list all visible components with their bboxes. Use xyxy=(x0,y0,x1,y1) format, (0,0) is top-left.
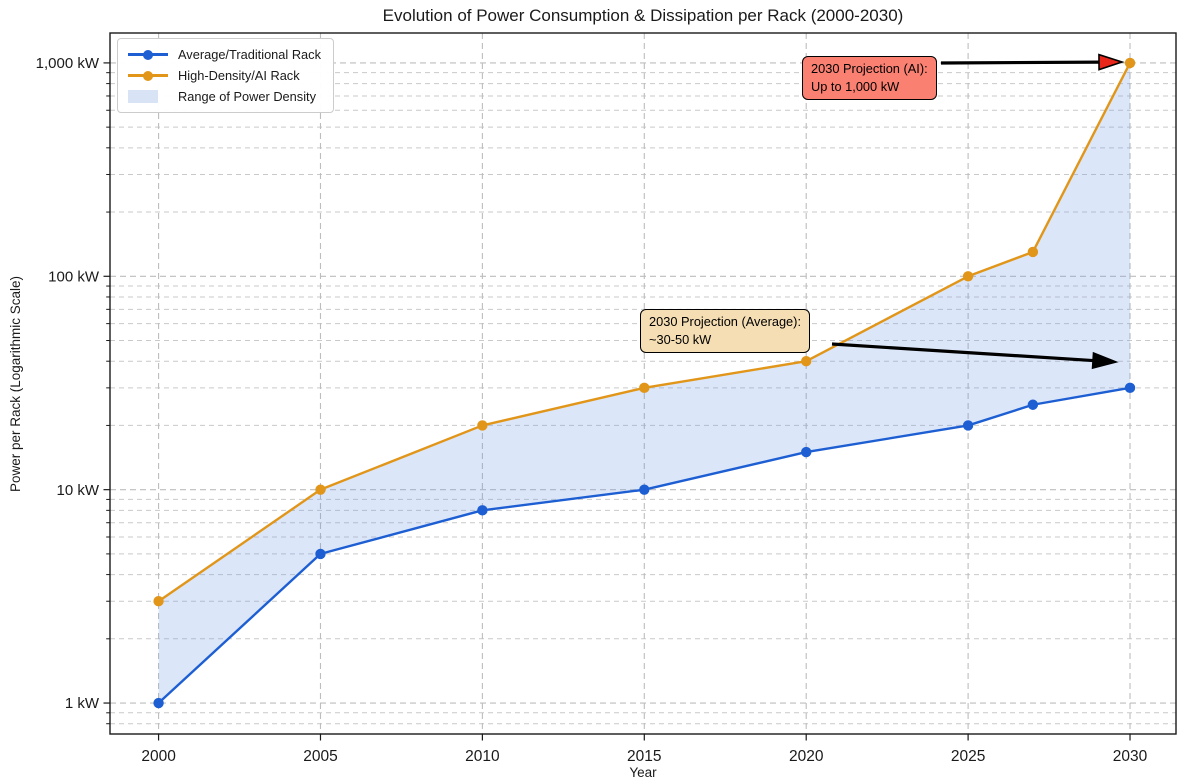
power-density-range-fill xyxy=(158,62,1131,704)
data-point-0 xyxy=(477,505,488,516)
annotation-2030-average-projection: 2030 Projection (Average): ~30-50 kW xyxy=(640,309,810,354)
data-point-1 xyxy=(315,484,326,495)
y-tick-label: 10 kW xyxy=(56,482,99,499)
legend: Average/Traditional Rack High-Density/AI… xyxy=(117,38,334,113)
x-tick-label: 2020 xyxy=(789,748,824,765)
data-point-0 xyxy=(153,697,164,709)
x-axis-label: Year xyxy=(629,765,657,780)
legend-item-average-rack: Average/Traditional Rack xyxy=(128,46,321,63)
data-point-0 xyxy=(1124,382,1136,394)
annotation-arrow-line xyxy=(940,60,1102,65)
data-point-1 xyxy=(1027,246,1039,258)
data-point-0 xyxy=(315,548,326,560)
y-tick-label: 100 kW xyxy=(48,268,100,285)
y-tick-label: 1,000 kW xyxy=(36,55,100,72)
y-tick-label: 1 kW xyxy=(65,695,100,712)
legend-line-marker-blue xyxy=(128,49,168,60)
data-point-0 xyxy=(962,420,974,431)
data-point-0 xyxy=(639,484,650,495)
range-fill-area xyxy=(158,62,1131,704)
data-point-1 xyxy=(477,420,488,431)
x-tick-label: 2030 xyxy=(1113,748,1148,765)
legend-label-average-rack: Average/Traditional Rack xyxy=(178,47,321,62)
data-point-1 xyxy=(639,382,650,394)
legend-label-power-range: Range of Power Density xyxy=(178,89,316,104)
legend-label-high-density-rack: High-Density/AI Rack xyxy=(178,68,300,83)
annotation-2030-ai-projection: 2030 Projection (AI): Up to 1,000 kW xyxy=(802,56,937,101)
data-point-1 xyxy=(801,356,812,367)
series-line-0 xyxy=(157,386,1131,704)
data-point-0 xyxy=(1027,399,1039,410)
series-line-1 xyxy=(157,62,1132,603)
legend-dot-icon xyxy=(143,70,153,81)
legend-line-marker-orange xyxy=(128,70,168,81)
annotation-text-line: ~30-50 kW xyxy=(649,332,712,348)
legend-item-high-density-rack: High-Density/AI Rack xyxy=(128,67,321,84)
annotation-text-line: 2030 Projection (Average): xyxy=(649,314,801,329)
annotation-arrowhead-icon xyxy=(1091,351,1119,370)
annotation-text-line: Up to 1,000 kW xyxy=(811,79,900,95)
chart-title: Evolution of Power Consumption & Dissipa… xyxy=(383,6,904,25)
annotation-text-line: 2030 Projection (AI): xyxy=(811,61,928,76)
axes: 2000 2005 2010 2015 2020 2025 2030 1 kW 10 kW 100… xyxy=(36,32,1177,765)
annotation-arrows xyxy=(831,53,1125,370)
y-axis-label: Power per Rack (Logarithmic Scale) xyxy=(8,276,23,492)
legend-fill-swatch xyxy=(128,90,158,103)
x-tick-label: 2005 xyxy=(303,748,337,765)
x-tick-label: 2010 xyxy=(465,748,500,765)
data-series xyxy=(153,57,1136,709)
data-point-1 xyxy=(153,596,164,607)
x-tick-label: 2000 xyxy=(141,748,176,765)
legend-item-power-range: Range of Power Density xyxy=(128,88,321,105)
annotation-arrowhead-icon xyxy=(1098,53,1125,71)
x-tick-label: 2015 xyxy=(627,748,661,765)
data-point-0 xyxy=(801,446,812,458)
annotation-arrow-line xyxy=(831,342,1096,363)
data-point-1 xyxy=(962,271,974,282)
legend-dot-icon xyxy=(143,49,153,60)
data-point-1 xyxy=(1124,57,1136,69)
x-tick-label: 2025 xyxy=(951,748,985,765)
plot-border xyxy=(109,32,1177,735)
